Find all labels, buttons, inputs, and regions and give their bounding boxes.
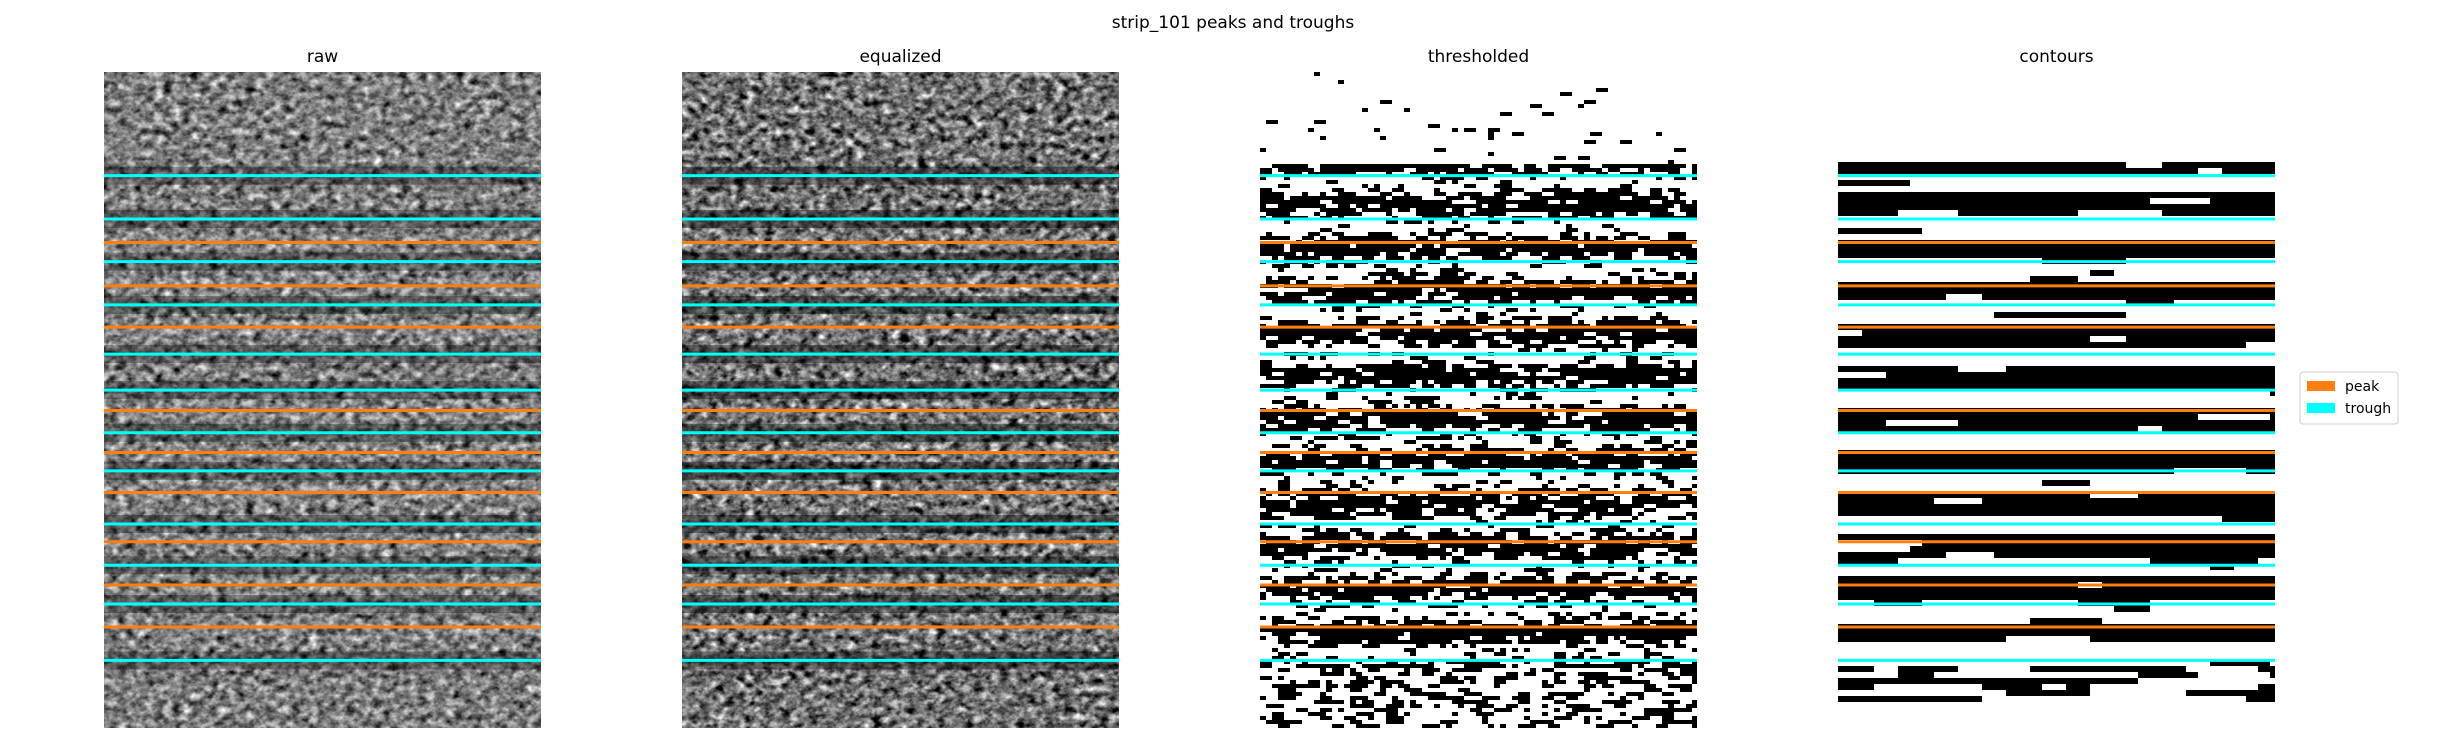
panel-title-contours: contours <box>2019 47 2093 67</box>
panel-lines-contours <box>1838 174 2275 662</box>
panel-lines-equalized <box>682 174 1119 662</box>
panel-lines-raw <box>104 174 541 662</box>
legend: peak trough <box>2299 371 2399 425</box>
legend-label-peak: peak <box>2345 379 2380 395</box>
legend-label-trough: trough <box>2345 401 2391 417</box>
panel-contours: contours <box>1838 47 2275 728</box>
panel-lines-thresholded <box>1260 174 1697 662</box>
panel-title-equalized: equalized <box>859 47 941 67</box>
figure-title: strip_101 peaks and troughs <box>1112 13 1355 33</box>
legend-swatch-peak <box>2307 381 2335 391</box>
panel-title-raw: raw <box>307 47 338 67</box>
panel-title-thresholded: thresholded <box>1428 47 1529 67</box>
panel-image-thresholded <box>1260 72 1697 728</box>
panel-image-raw <box>104 72 541 728</box>
panel-thresholded: thresholded <box>1260 47 1697 728</box>
panel-equalized: equalized <box>682 47 1119 728</box>
panel-image-contours <box>1838 72 2275 728</box>
legend-swatch-trough <box>2307 403 2335 413</box>
panel-image-equalized <box>682 72 1119 728</box>
panel-raw: raw <box>104 47 541 728</box>
